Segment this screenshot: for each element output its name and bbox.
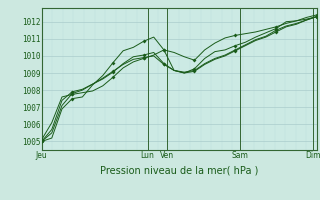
- X-axis label: Pression niveau de la mer( hPa ): Pression niveau de la mer( hPa ): [100, 166, 258, 176]
